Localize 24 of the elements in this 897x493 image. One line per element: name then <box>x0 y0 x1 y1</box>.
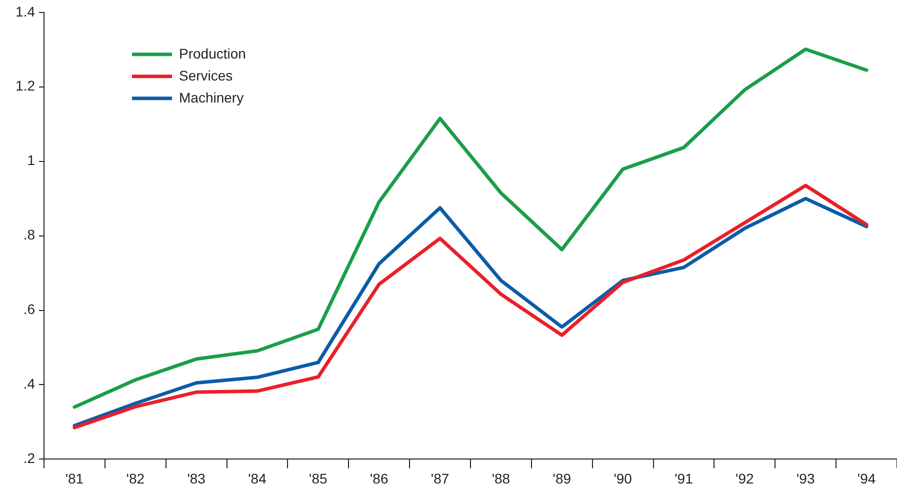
y-tick-label: 1 <box>27 152 36 168</box>
x-tick-label: '87 <box>430 470 450 486</box>
x-tick-label: '81 <box>65 470 84 486</box>
x-tick-label: '89 <box>552 470 572 486</box>
legend-label: Production <box>179 45 246 62</box>
x-tick-label: '94 <box>857 470 876 486</box>
x-tick-label: '82 <box>126 470 145 486</box>
y-tick-label: 1.2 <box>16 78 36 94</box>
x-tick-label: '85 <box>309 470 328 486</box>
x-tick-label: '93 <box>796 470 815 486</box>
x-tick-label: '88 <box>492 470 510 486</box>
y-tick-label: 1.4 <box>16 3 36 20</box>
legend-label: Services <box>179 67 233 84</box>
x-tick-label: '90 <box>614 470 632 486</box>
x-tick-label: '83 <box>187 470 206 486</box>
y-tick-label: .8 <box>23 226 36 243</box>
x-tick-label: '84 <box>248 470 267 486</box>
x-tick-label: '86 <box>370 470 388 486</box>
y-tick-label: .6 <box>23 301 36 318</box>
y-tick-label: .4 <box>23 376 36 392</box>
y-tick-label: .2 <box>23 450 36 466</box>
x-tick-label: '92 <box>736 470 754 486</box>
x-tick-label: '91 <box>674 470 694 486</box>
legend-label: Machinery <box>179 89 244 106</box>
